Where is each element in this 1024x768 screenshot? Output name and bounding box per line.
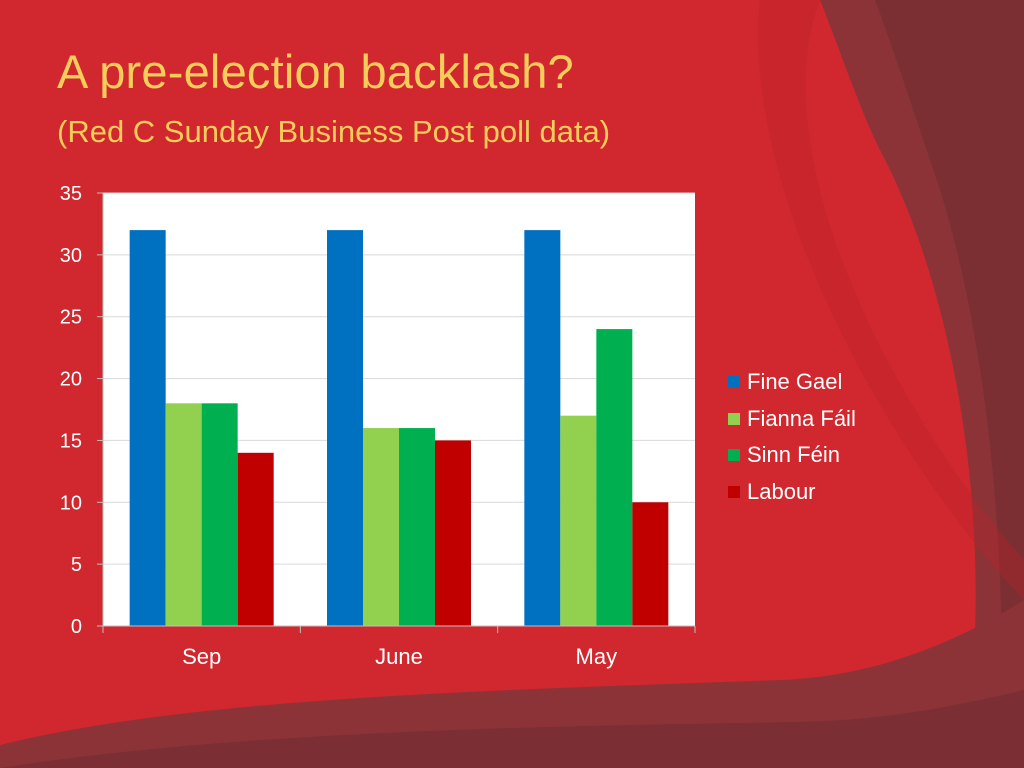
chart-legend: Fine Gael Fianna Fáil Sinn Féin Labour xyxy=(728,364,856,510)
bar-sep-labour xyxy=(237,452,274,626)
legend-swatch-fianna-fail xyxy=(728,412,740,425)
legend-item-fianna-fail: Fianna Fáil xyxy=(728,401,856,438)
bar-june-labour xyxy=(435,440,471,626)
bar-june-fine-gael xyxy=(327,230,363,626)
x-tick-label-sep: Sep xyxy=(182,644,221,669)
y-tick-label-25: 25 xyxy=(60,307,82,329)
y-tick-label-30: 30 xyxy=(60,245,82,267)
legend-label-fianna-fail: Fianna Fáil xyxy=(747,405,856,431)
bar-june-fianna-fail xyxy=(363,428,399,626)
bar-may-sinn-fein xyxy=(596,329,633,626)
axes xyxy=(97,192,696,633)
legend-label-labour: Labour xyxy=(747,478,816,504)
y-axis-tick-labels: 0 5 10 15 20 25 30 35 xyxy=(60,183,82,638)
legend-swatch-fine-gael xyxy=(728,376,740,389)
legend-label-fine-gael: Fine Gael xyxy=(747,369,843,395)
legend-item-sinn-fein: Sinn Féin xyxy=(728,437,856,474)
y-tick-label-35: 35 xyxy=(60,183,82,205)
y-tick-label-15: 15 xyxy=(60,430,82,452)
bars xyxy=(129,230,669,626)
x-tick-label-june: June xyxy=(375,644,423,669)
bar-sep-sinn-fein xyxy=(201,403,238,626)
x-tick-label-may: May xyxy=(576,644,618,669)
y-tick-label-0: 0 xyxy=(71,616,82,638)
bar-may-fine-gael xyxy=(524,230,561,626)
bar-may-labour xyxy=(632,502,669,626)
legend-swatch-labour xyxy=(728,485,740,498)
slide-subtitle: (Red C Sunday Business Post poll data) xyxy=(57,114,611,149)
legend-item-labour: Labour xyxy=(728,474,856,511)
bar-sep-fine-gael xyxy=(129,230,166,626)
legend-swatch-sinn-fein xyxy=(728,449,740,462)
bar-may-fianna-fail xyxy=(560,415,597,626)
x-axis-tick-labels: Sep June May xyxy=(182,644,617,669)
bar-june-sinn-fein xyxy=(399,428,435,626)
bar-sep-fianna-fail xyxy=(165,403,202,626)
legend-label-sinn-fein: Sinn Féin xyxy=(747,442,840,468)
slide-title: A pre-election backlash? xyxy=(57,45,574,98)
y-tick-label-20: 20 xyxy=(60,369,82,391)
legend-item-fine-gael: Fine Gael xyxy=(728,364,856,401)
y-tick-label-5: 5 xyxy=(71,554,82,576)
y-tick-label-10: 10 xyxy=(60,492,82,514)
